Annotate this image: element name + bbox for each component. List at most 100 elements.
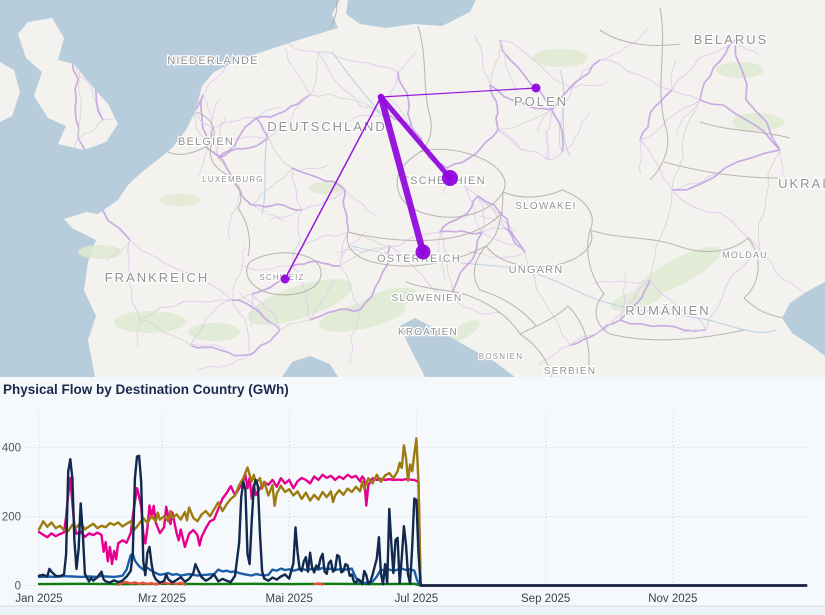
- road-line: [349, 309, 361, 365]
- road-line: [255, 94, 311, 119]
- series-line-blue[interactable]: [37, 552, 808, 587]
- y-tick-label: 0: [15, 581, 21, 593]
- flow-map-visual[interactable]: NIEDERLANDE BELGIEN LUXEMBURG DEUTSCHLAND PO…: [0, 0, 825, 377]
- road-line: [251, 203, 303, 211]
- road-line: [759, 249, 803, 292]
- road-line: [639, 139, 673, 191]
- road-line: [77, 119, 104, 139]
- road-line: [211, 128, 219, 159]
- road-line: [524, 251, 571, 346]
- road-line: [619, 279, 651, 321]
- line-chart-visual[interactable]: Physical Flow by Destination Country (GW…: [0, 377, 825, 615]
- road-line: [594, 279, 651, 285]
- road-line: [291, 167, 346, 191]
- border: [405, 281, 537, 335]
- border: [396, 148, 506, 218]
- flow-line[interactable]: [380, 87, 537, 98]
- road-line: [344, 189, 376, 217]
- flow-overlay[interactable]: [280, 83, 541, 284]
- flow-destination-dot[interactable]: [442, 170, 458, 186]
- series-line-green[interactable]: [37, 582, 808, 587]
- road-line: [619, 273, 627, 321]
- road-line: [291, 209, 303, 267]
- green-area: [635, 246, 721, 298]
- road-line: [671, 149, 781, 191]
- series-line-olive[interactable]: [37, 437, 808, 587]
- country-label: RUMÄNIEN: [625, 303, 710, 318]
- green-area: [716, 62, 764, 78]
- country-label: KROATIEN: [398, 327, 458, 338]
- flow-line[interactable]: [284, 96, 382, 280]
- green-area: [358, 287, 418, 313]
- road-line: [300, 231, 349, 249]
- green-area: [247, 279, 353, 325]
- road-network: [62, 11, 803, 371]
- road-line: [334, 245, 391, 254]
- series-line-navy[interactable]: [37, 454, 808, 587]
- road-line: [439, 231, 453, 301]
- road-line: [451, 231, 483, 301]
- road-line: [317, 51, 399, 73]
- green-area: [444, 320, 480, 344]
- land-britain: [18, 18, 118, 150]
- border: [649, 7, 669, 181]
- green-area: [78, 245, 122, 259]
- road-line: [599, 59, 673, 91]
- river: [351, 245, 777, 333]
- road-line: [231, 246, 246, 301]
- flow-destination-dot[interactable]: [415, 244, 431, 260]
- road-line: [571, 81, 609, 89]
- road-line: [339, 230, 368, 267]
- road-line: [200, 94, 208, 149]
- flow-line-chart[interactable]: Jan 2025 Mrz 2025 Mai 2025 Jul 2025 Sep 2025…: [0, 377, 825, 615]
- x-tick-label: Jan 2025: [15, 593, 62, 605]
- road-line: [71, 59, 80, 139]
- road-line: [544, 129, 549, 161]
- country-label: UNGARN: [509, 264, 564, 276]
- road-line: [189, 344, 251, 357]
- road-line: [227, 189, 241, 241]
- flow-destination-dot[interactable]: [531, 83, 541, 93]
- road-line: [489, 84, 499, 131]
- road-line: [267, 94, 311, 139]
- green-area: [532, 49, 588, 67]
- road-line: [189, 344, 225, 349]
- road-line: [217, 137, 269, 159]
- river: [559, 69, 571, 157]
- road-line: [240, 265, 293, 271]
- x-tick-label: Sep 2025: [521, 593, 570, 605]
- land-ireland: [0, 62, 20, 122]
- border: [599, 29, 681, 46]
- y-tick-label: 400: [2, 443, 21, 455]
- flow-line[interactable]: [378, 94, 453, 181]
- road-line: [267, 137, 293, 169]
- country-label: BELARUS: [694, 32, 769, 47]
- country-labels: NIEDERLANDE BELGIEN LUXEMBURG DEUTSCHLAND PO…: [103, 31, 825, 377]
- border: [167, 111, 251, 257]
- road-line: [446, 129, 499, 169]
- flow-line[interactable]: [377, 93, 427, 256]
- road-line: [342, 189, 349, 232]
- road-line: [477, 195, 485, 233]
- road-line: [499, 39, 573, 89]
- series-line-red[interactable]: [117, 580, 324, 586]
- road-line: [699, 39, 736, 101]
- x-tick-label: Jul 2025: [395, 593, 438, 605]
- road-line: [127, 239, 141, 321]
- road-line: [238, 291, 281, 331]
- road-line: [439, 229, 483, 235]
- sea-black-sea: [782, 282, 825, 356]
- road-line: [649, 279, 707, 331]
- road-line: [639, 89, 673, 141]
- country-label: SLOWAKEI: [515, 201, 576, 212]
- road-line: [251, 293, 281, 331]
- road-line: [705, 249, 761, 331]
- series-line-magenta[interactable]: [37, 473, 808, 587]
- road-line: [332, 114, 383, 126]
- green-area: [732, 113, 784, 131]
- flow-destination-dot[interactable]: [280, 274, 290, 284]
- flow-map[interactable]: NIEDERLANDE BELGIEN LUXEMBURG DEUTSCHLAND PO…: [0, 0, 825, 377]
- green-area: [188, 323, 240, 341]
- road-line: [139, 319, 191, 346]
- road-line: [249, 329, 281, 356]
